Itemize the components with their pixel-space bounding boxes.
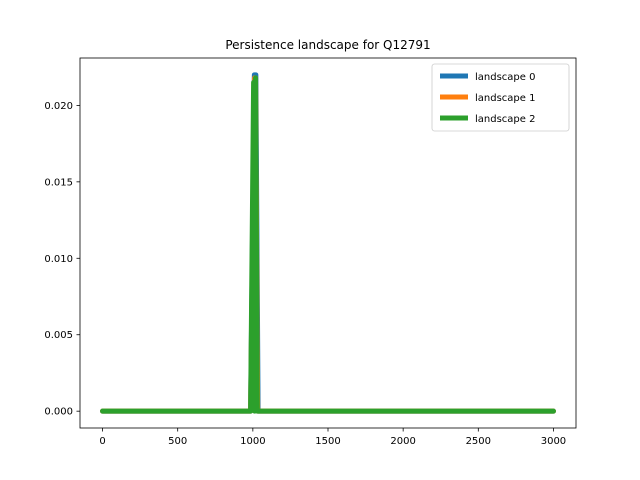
x-tick-label: 3000 (541, 436, 566, 447)
legend-label-1: landscape 1 (475, 93, 535, 104)
x-tick-label: 0 (99, 436, 105, 447)
x-tick-label: 1500 (315, 436, 340, 447)
x-tick-label: 2500 (466, 436, 491, 447)
y-tick-label: 0.010 (44, 254, 73, 265)
y-tick-label: 0.005 (44, 330, 73, 341)
legend: landscape 0 landscape 1 landscape 2 (431, 63, 570, 132)
x-tick-label: 500 (168, 436, 187, 447)
plot-lines (100, 72, 556, 414)
series-line-2 (100, 75, 556, 414)
x-tick-label: 2000 (390, 436, 415, 447)
y-tick-label: 0.015 (44, 177, 73, 188)
x-axis: 0 500 1000 1500 2000 2500 3000 (99, 428, 566, 447)
legend-box (431, 63, 570, 132)
y-tick-label: 0.000 (44, 407, 73, 418)
legend-label-0: landscape 0 (475, 72, 535, 83)
x-tick-label: 1000 (240, 436, 265, 447)
y-tick-label: 0.020 (44, 101, 73, 112)
legend-label-2: landscape 2 (475, 114, 535, 125)
chart-title: Persistence landscape for Q12791 (225, 38, 430, 52)
y-axis: 0.000 0.005 0.010 0.015 0.020 (44, 101, 80, 418)
